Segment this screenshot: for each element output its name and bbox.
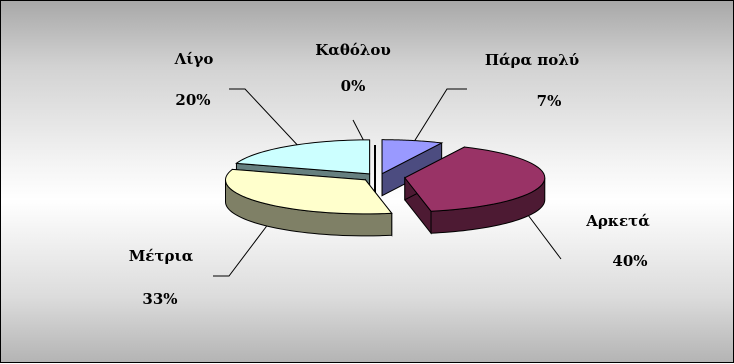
arketa-leader [524, 210, 562, 260]
slice-λίγο-top [235, 139, 371, 175]
slice-label-ligo-name: Λίγο [174, 50, 214, 68]
pie-slices [224, 139, 546, 237]
metria-leader [213, 222, 270, 277]
slice-μέτρια [224, 168, 393, 237]
slice-label-para-poly-pct: 7% [536, 92, 562, 110]
slice-πάρα-πολύ-top [381, 139, 444, 175]
slice-label-metria-name: Μέτρια [128, 247, 194, 265]
slice-αρκετά [404, 146, 546, 235]
slice-label-arketa-pct: 40% [612, 252, 648, 270]
slice-label-arketa-name: Αρκετά [586, 212, 650, 230]
ligo-leader [229, 88, 304, 152]
slice-label-kathólou-pct: 0% [340, 77, 366, 95]
slice-πάρα-πολύ [381, 139, 444, 197]
leader-lines [213, 88, 562, 277]
slice-label-para-poly-name: Πάρα πολύ [484, 51, 580, 69]
slice-label-metria-pct: 33% [142, 290, 178, 308]
slice-label-ligo-pct: 20% [175, 91, 211, 109]
slice-αρκετά-top [404, 146, 546, 212]
slice-μέτρια-top [224, 168, 393, 215]
slice-label-kathólou-name: Καθόλου [315, 41, 391, 59]
para-poly-leader [406, 88, 467, 154]
